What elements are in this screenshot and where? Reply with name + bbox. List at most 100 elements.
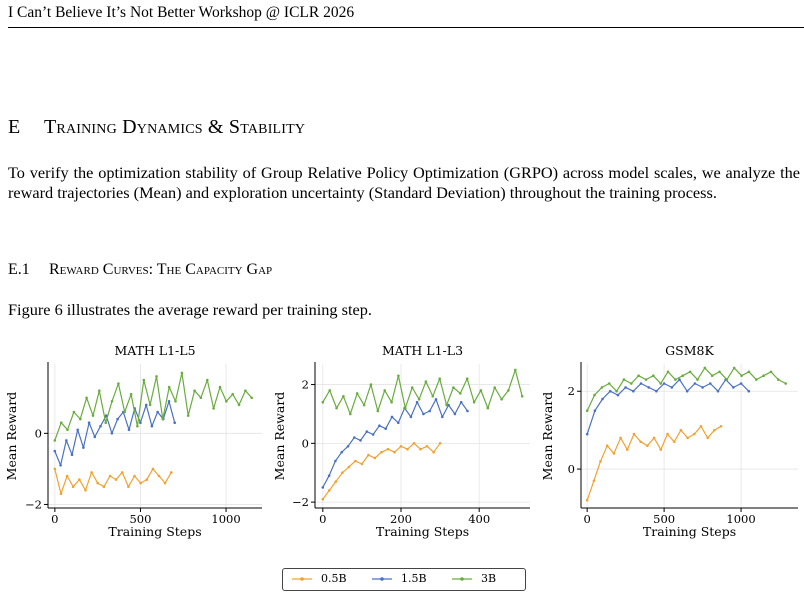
y-tick-label: 0 — [35, 426, 42, 440]
data-point-1-5b — [384, 427, 387, 430]
data-point-0-5b — [373, 456, 377, 460]
data-point-0-5b — [84, 488, 87, 492]
data-point-3b — [129, 392, 133, 396]
data-point-3b — [514, 368, 517, 372]
legend-marker-0-5b — [300, 577, 304, 581]
data-point-3b — [231, 392, 234, 396]
chart-gsm8k: 0 500 1000 0 2 GSM8K Training Steps Mean Reward — [540, 343, 798, 539]
data-point-1-5b — [639, 382, 643, 385]
y-axis-label: Mean Reward — [272, 392, 287, 481]
data-point-1-5b — [409, 415, 413, 419]
data-point-1-5b — [678, 378, 681, 381]
data-point-0-5b — [679, 428, 683, 432]
data-point-1-5b — [327, 474, 331, 477]
x-axis-label: Training Steps — [643, 524, 736, 539]
subsection-title-text: Reward Curves: The Capacity Gap — [49, 261, 273, 278]
data-point-3b — [397, 374, 400, 378]
data-point-3b — [644, 378, 648, 381]
legend-label-3b: 3B — [481, 572, 497, 585]
data-point-3b — [342, 395, 345, 398]
x-tick-label: 500 — [653, 512, 675, 526]
y-tick-label: −2 — [292, 495, 309, 509]
data-point-1-5b — [709, 382, 712, 385]
data-point-3b — [142, 378, 146, 382]
data-point-3b — [747, 370, 751, 374]
data-point-3b — [652, 374, 655, 377]
data-point-3b — [355, 392, 359, 395]
data-point-3b — [520, 395, 524, 398]
data-point-3b — [710, 374, 714, 377]
y-axis-label: Mean Reward — [4, 392, 19, 481]
data-point-3b — [493, 386, 496, 389]
data-point-1-5b — [378, 424, 381, 427]
data-point-3b — [104, 421, 107, 424]
legend-label-1-5b: 1.5B — [401, 572, 427, 585]
data-point-1-5b — [99, 424, 102, 428]
data-point-1-5b — [53, 449, 57, 453]
section-intro-paragraph: To verify the optimization stability of … — [8, 163, 800, 202]
data-point-3b — [328, 389, 331, 392]
x-axis-label: Training Steps — [376, 524, 469, 539]
data-point-1-5b — [59, 464, 62, 467]
data-point-3b — [212, 407, 215, 410]
data-point-0-5b — [139, 481, 142, 485]
data-point-1-5b — [662, 382, 666, 385]
section-title-text: Training Dynamics & Stability — [44, 116, 306, 138]
y-tick-label: 0 — [302, 436, 309, 450]
legend-swatch-0-5b — [292, 577, 312, 581]
data-point-1-5b — [739, 382, 743, 385]
data-point-3b — [186, 414, 190, 417]
data-point-1-5b — [701, 386, 704, 389]
data-point-0-5b — [360, 462, 364, 466]
running-head: I Can’t Believe It’s Not Better Workshop… — [8, 4, 355, 21]
subsection-title: E.1 Reward Curves: The Capacity Gap — [8, 260, 272, 280]
data-point-0-5b — [399, 445, 403, 448]
data-point-0-5b — [53, 467, 57, 471]
x-tick-label: 0 — [583, 512, 590, 526]
data-point-1-5b — [340, 450, 343, 454]
data-point-0-5b — [719, 425, 723, 428]
data-point-3b — [117, 382, 120, 385]
data-point-0-5b — [599, 460, 602, 463]
legend-label-0-5b: 0.5B — [321, 572, 347, 585]
data-point-1-5b — [685, 389, 689, 393]
data-point-0-5b — [59, 492, 63, 496]
data-point-3b — [507, 389, 510, 392]
data-point-1-5b — [670, 386, 674, 389]
data-point-1-5b — [150, 424, 154, 428]
data-point-0-5b — [419, 447, 422, 451]
data-point-3b — [167, 385, 171, 389]
data-point-3b — [410, 386, 414, 389]
legend-swatch-1-5b — [372, 577, 392, 581]
x-tick-label: 500 — [129, 512, 151, 526]
x-tick-label: 1000 — [726, 512, 755, 526]
data-point-1-5b — [167, 400, 171, 403]
series-line-1-5b — [322, 398, 468, 488]
data-point-0-5b — [328, 489, 331, 492]
data-point-3b — [362, 403, 366, 407]
data-point-1-5b — [593, 409, 597, 412]
y-tick-label: 0 — [568, 462, 575, 476]
data-point-1-5b — [321, 486, 325, 489]
data-point-3b — [703, 366, 707, 370]
data-point-3b — [98, 389, 101, 392]
data-point-0-5b — [334, 480, 338, 483]
data-point-3b — [376, 409, 380, 413]
data-point-3b — [784, 382, 787, 385]
data-point-1-5b — [693, 382, 697, 385]
series-line-1-5b — [54, 400, 176, 466]
header-rule — [8, 27, 804, 28]
data-point-0-5b — [96, 481, 99, 485]
legend-marker-3b — [460, 577, 464, 581]
data-point-3b — [250, 396, 253, 400]
subsection-number: E.1 — [8, 261, 30, 278]
data-point-3b — [237, 403, 241, 407]
data-point-3b — [681, 374, 684, 377]
data-point-3b — [59, 421, 63, 424]
data-point-0-5b — [133, 474, 136, 478]
data-point-3b — [148, 403, 152, 407]
data-point-1-5b — [390, 415, 394, 419]
data-point-1-5b — [139, 421, 142, 424]
data-point-3b — [335, 406, 338, 410]
data-point-3b — [155, 375, 158, 378]
